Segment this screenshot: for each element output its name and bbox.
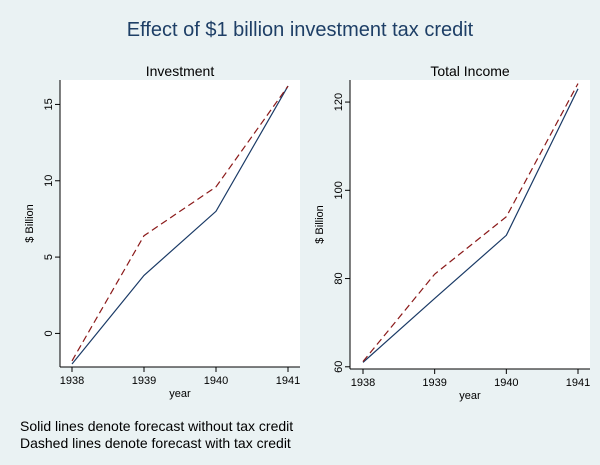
x-tick-label: 1940: [494, 377, 518, 389]
y-axis-label: $ Billion: [24, 204, 36, 243]
x-tick-label: 1941: [566, 377, 590, 389]
y-tick-label: 100: [333, 181, 345, 199]
y-tick-label: 0: [43, 330, 55, 336]
note-dashed: Dashed lines denote forecast with tax cr…: [20, 435, 291, 451]
x-axis-label: year: [169, 388, 191, 400]
panel-title: Total Income: [430, 63, 510, 79]
panel-title: Investment: [146, 63, 215, 79]
series-line-dashed: [71, 85, 289, 362]
x-tick-label: 1938: [60, 375, 84, 387]
panel-1: Investment 0 5 10 15 1938 1939 1940 1941 year $ Bi…: [24, 63, 300, 400]
x-tick-label: 1939: [422, 377, 446, 389]
plot-area: [350, 80, 590, 369]
x-tick-label: 1938: [351, 377, 375, 389]
x-tick-label: 1939: [132, 375, 156, 387]
y-axis-label: $ Billion: [314, 205, 326, 244]
x-tick-label: 1940: [204, 375, 228, 387]
y-tick-label: 5: [43, 254, 55, 260]
y-tick-label: 60: [333, 361, 345, 373]
y-tick-label: 10: [43, 175, 55, 187]
x-tick-label: 1941: [276, 375, 300, 387]
series-line-solid: [71, 85, 289, 365]
plot-area: [60, 80, 300, 367]
note-solid: Solid lines denote forecast without tax …: [20, 418, 294, 434]
series-line-dashed: [362, 83, 579, 362]
chart-title: Effect of $1 billion investment tax cred…: [126, 19, 474, 41]
y-tick-label: 15: [43, 98, 55, 110]
y-tick-label: 80: [333, 272, 345, 284]
y-tick-label: 120: [333, 93, 345, 111]
x-axis-label: year: [459, 390, 481, 402]
series-line-solid: [362, 88, 579, 363]
panel-2: Total Income 60 80 100 120 1938 1939 1940 1941 ye…: [314, 63, 590, 402]
